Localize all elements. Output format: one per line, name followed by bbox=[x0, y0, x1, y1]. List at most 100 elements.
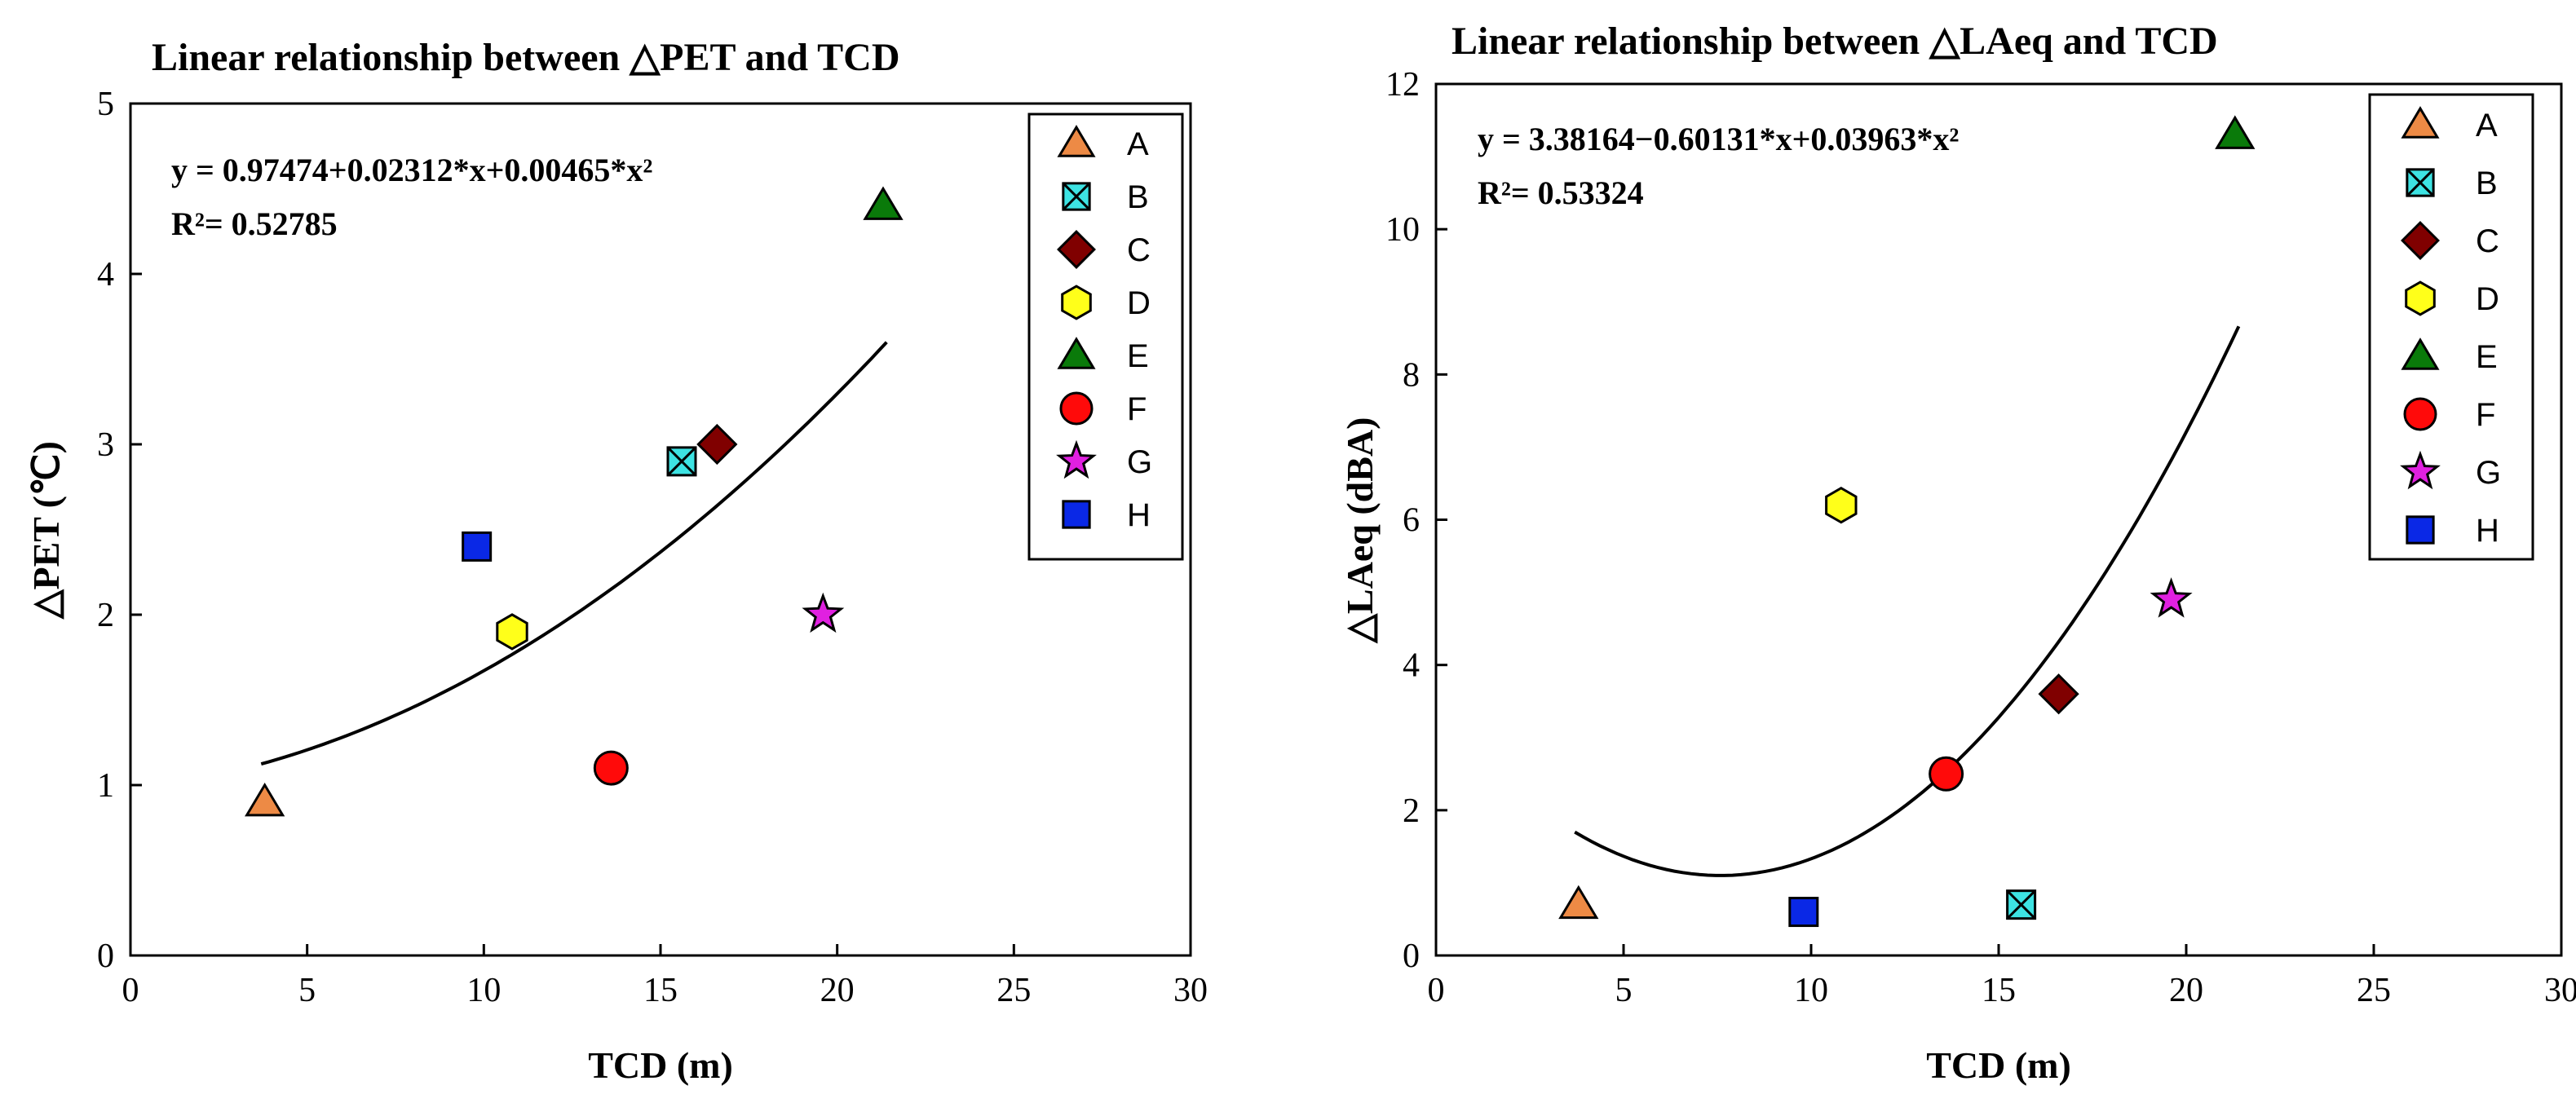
plot-frame bbox=[1434, 82, 2563, 957]
legend-label-a: A bbox=[2476, 108, 2498, 143]
data-point-c bbox=[696, 423, 738, 466]
legend-marker-g bbox=[1056, 439, 1097, 479]
x-tick-label: 20 bbox=[820, 972, 855, 1009]
y-tick-label: 2 bbox=[97, 597, 114, 634]
y-axis-ticks: 0 1 2 3 4 5 bbox=[97, 86, 142, 975]
chart-title: Linear relationship between △PET and TCD bbox=[152, 36, 900, 79]
legend-marker-b bbox=[2406, 168, 2435, 197]
fit-equation: y = 0.97474+0.02312*x+0.00465*x² bbox=[171, 152, 652, 188]
r-squared: R²= 0.52785 bbox=[171, 205, 338, 242]
x-tick-label: 25 bbox=[996, 972, 1031, 1009]
legend-label-b: B bbox=[1127, 179, 1149, 215]
data-point-e bbox=[2215, 115, 2256, 149]
x-axis-ticks: 0 5 10 15 20 25 30 bbox=[1428, 944, 2576, 1009]
legend-marker-f bbox=[2403, 397, 2437, 431]
legend-label-c: C bbox=[1127, 232, 1151, 268]
legend-label-f: F bbox=[1127, 391, 1147, 427]
legend-box bbox=[2368, 93, 2534, 561]
y-tick-label: 0 bbox=[1403, 938, 1420, 975]
data-point-h bbox=[1788, 897, 1819, 928]
legend-label-a: A bbox=[1127, 126, 1149, 162]
legend-marker-e bbox=[2401, 338, 2440, 370]
x-axis-ticks: 0 5 10 15 20 25 30 bbox=[122, 944, 1208, 1009]
legend-box bbox=[1027, 113, 1184, 561]
legend-marker-g bbox=[2400, 450, 2441, 490]
data-point-c bbox=[2038, 673, 2079, 715]
data-points bbox=[1558, 115, 2256, 928]
x-tick-label: 5 bbox=[298, 972, 316, 1009]
legend-marker-d bbox=[1061, 285, 1092, 320]
legend-label-c: C bbox=[2476, 223, 2499, 259]
y-axis-ticks: 0 2 4 6 8 10 12 bbox=[1385, 66, 1447, 975]
fit-curve bbox=[1574, 325, 2241, 877]
y-tick-label: 12 bbox=[1385, 66, 1420, 104]
x-tick-label: 25 bbox=[2357, 972, 2391, 1009]
legend-label-g: G bbox=[2476, 455, 2501, 491]
data-point-d bbox=[1825, 486, 1858, 524]
y-tick-label: 4 bbox=[1403, 647, 1420, 685]
x-tick-label: 15 bbox=[643, 972, 678, 1009]
legend-label-b: B bbox=[2476, 165, 2498, 201]
data-point-g bbox=[802, 592, 845, 633]
data-point-d bbox=[496, 613, 528, 651]
legend-marker-a bbox=[2401, 106, 2440, 139]
legend-label-d: D bbox=[1127, 285, 1151, 321]
legend-marker-c bbox=[2401, 221, 2440, 260]
data-point-g bbox=[2150, 577, 2193, 618]
x-tick-label: 0 bbox=[122, 972, 139, 1009]
r-squared: R²= 0.53324 bbox=[1478, 174, 1644, 211]
fit-curve bbox=[260, 341, 888, 766]
legend-label-h: H bbox=[2476, 513, 2499, 549]
legend-label-e: E bbox=[2476, 339, 2498, 375]
chart-pet: Linear relationship between △PET and TCD… bbox=[25, 36, 1208, 1086]
y-tick-label: 0 bbox=[97, 938, 114, 975]
x-tick-label: 0 bbox=[1428, 972, 1445, 1009]
chart-laeq: Linear relationship between △LAeq and TC… bbox=[1339, 20, 2576, 1086]
data-point-f bbox=[1929, 756, 1964, 792]
data-point-e bbox=[863, 186, 904, 220]
legend-label-f: F bbox=[2476, 397, 2495, 433]
y-tick-label: 2 bbox=[1403, 792, 1420, 830]
legend-label-h: H bbox=[1127, 497, 1151, 533]
legend-marker-h bbox=[2406, 515, 2435, 545]
y-tick-label: 1 bbox=[97, 767, 114, 805]
data-point-a bbox=[1558, 885, 1599, 920]
legend-label-g: G bbox=[1127, 444, 1152, 480]
x-axis-label: TCD (m) bbox=[588, 1044, 733, 1086]
legend-label-d: D bbox=[2476, 281, 2499, 317]
legend-marker-a bbox=[1057, 125, 1096, 157]
legend-marker-d bbox=[2405, 280, 2436, 316]
legend-marker-c bbox=[1057, 230, 1096, 269]
data-point-f bbox=[593, 750, 629, 786]
x-tick-label: 20 bbox=[2169, 972, 2203, 1009]
data-points bbox=[245, 186, 904, 817]
x-tick-label: 15 bbox=[1982, 972, 2016, 1009]
legend-marker-e bbox=[1057, 337, 1096, 369]
x-tick-label: 30 bbox=[1173, 972, 1208, 1009]
x-tick-label: 10 bbox=[1794, 972, 1828, 1009]
data-point-b bbox=[666, 446, 697, 477]
y-tick-label: 3 bbox=[97, 426, 114, 464]
data-point-h bbox=[462, 531, 493, 562]
chart-title: Linear relationship between △LAeq and TC… bbox=[1451, 20, 2218, 63]
y-tick-label: 6 bbox=[1403, 502, 1420, 540]
data-point-a bbox=[245, 782, 285, 817]
x-tick-label: 30 bbox=[2544, 972, 2576, 1009]
legend-label-e: E bbox=[1127, 338, 1149, 374]
data-point-b bbox=[2006, 889, 2037, 920]
fit-equation: y = 3.38164−0.60131*x+0.03963*x² bbox=[1478, 121, 1959, 157]
y-tick-label: 4 bbox=[97, 256, 114, 293]
legend-marker-f bbox=[1059, 391, 1094, 426]
y-tick-label: 5 bbox=[97, 86, 114, 123]
y-tick-label: 10 bbox=[1385, 211, 1420, 249]
legend-marker-h bbox=[1062, 500, 1091, 529]
legend-marker-b bbox=[1062, 182, 1091, 211]
x-tick-label: 5 bbox=[1615, 972, 1633, 1009]
y-axis-label: △LAeq (dBA) bbox=[1339, 417, 1381, 645]
y-tick-label: 8 bbox=[1403, 356, 1420, 394]
y-axis-label: △PET (℃) bbox=[25, 441, 67, 620]
x-tick-label: 10 bbox=[466, 972, 501, 1009]
